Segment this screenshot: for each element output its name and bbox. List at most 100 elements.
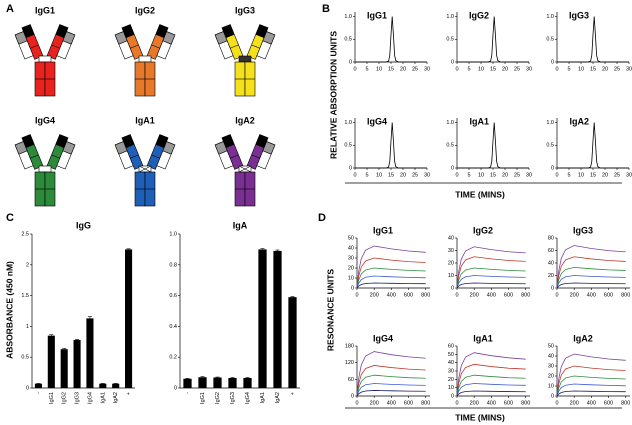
y-tick-label: 40	[448, 360, 454, 366]
x-tick-label: 600	[404, 292, 413, 298]
data-line	[356, 267, 426, 289]
x-tick-label: 25	[614, 66, 620, 72]
x-tick-label: 5	[365, 66, 368, 72]
light-chain-tip	[262, 31, 276, 45]
y-tick-label: 0	[551, 59, 554, 65]
data-line	[355, 16, 427, 63]
y-tick-label: 1.0	[344, 120, 352, 126]
data-line	[456, 282, 526, 289]
y-tick-label: 0	[451, 393, 454, 399]
x-tick-label: 600	[604, 400, 613, 406]
heavy-chain-tip	[21, 24, 35, 39]
light-chain-tip	[214, 141, 228, 155]
x-tick-label: 10	[478, 66, 484, 72]
heavy-chain-tip	[55, 134, 69, 149]
x-tick-label: 0	[353, 66, 356, 72]
x-tick-label: 10	[376, 172, 382, 178]
y-tick-label: 0	[551, 393, 554, 399]
x-tick-label: 0	[555, 400, 558, 406]
x-tick-label: 0	[455, 66, 458, 72]
data-line	[356, 351, 426, 397]
x-tick-label: 25	[412, 172, 418, 178]
panel-label: C	[6, 212, 14, 224]
hinge-cross	[138, 165, 152, 173]
y-tick-label: 10	[348, 275, 354, 281]
bar	[228, 377, 237, 388]
x-tick-label: 200	[570, 292, 579, 298]
bar	[198, 377, 207, 388]
y-tick-label: 0.4	[169, 324, 177, 330]
x-tick-label: 200	[370, 400, 379, 406]
y-tick-label: 0.5	[546, 143, 554, 149]
error-bar	[62, 347, 67, 350]
x-tick-label: 5	[467, 66, 470, 72]
bar	[60, 349, 68, 388]
light-chain-tip	[62, 141, 76, 155]
y-tick-label: 1	[26, 324, 29, 330]
x-tick-label: 20	[602, 66, 608, 72]
y-tick-label: 0	[551, 165, 554, 171]
heavy-chain-tip	[21, 134, 35, 149]
x-tick-label: 400	[387, 400, 396, 406]
y-tick-label: 10	[448, 273, 454, 279]
hinge	[38, 165, 52, 173]
y-tick-label: 0	[174, 385, 177, 391]
y-tick-label: 30	[448, 248, 454, 254]
data-line	[556, 266, 626, 289]
data-line	[356, 374, 426, 397]
antibody-arm	[146, 134, 176, 170]
y-tick-label: 0.6	[169, 293, 177, 299]
y-tick-label: 180	[345, 343, 354, 349]
error-bar	[87, 316, 92, 319]
y-tick-label: 1.0	[446, 14, 454, 20]
error-bar	[49, 334, 54, 336]
x-tick-label: 400	[587, 292, 596, 298]
x-tick-label: IgA1	[260, 392, 266, 403]
light-chain-tip	[162, 31, 176, 45]
x-tick-label: 30	[526, 66, 532, 72]
antibody-arm	[14, 24, 44, 60]
y-tick-label: 60	[548, 248, 554, 254]
data-line	[356, 365, 426, 397]
x-tick-label: 20	[400, 66, 406, 72]
x-tick-label: 400	[487, 292, 496, 298]
data-line	[557, 16, 629, 63]
x-tick-label: 0	[455, 400, 458, 406]
data-line	[456, 246, 526, 289]
y-tick-label: 40	[548, 353, 554, 359]
x-tick-label: 0	[355, 400, 358, 406]
data-line	[556, 245, 626, 289]
bar	[125, 249, 133, 388]
light-chain-tip	[14, 141, 28, 155]
hinge	[138, 55, 152, 63]
x-tick-label: 800	[421, 292, 430, 298]
data-line	[556, 282, 626, 289]
light-chain-tip	[14, 31, 28, 45]
y-tick-label: 0.5	[546, 37, 554, 43]
y-tick-label: 120	[345, 360, 354, 366]
x-tick-label: -	[185, 392, 191, 394]
x-tick-label: 30	[424, 172, 430, 178]
antibody-arm	[246, 24, 276, 60]
x-tick-label: 20	[602, 172, 608, 178]
data-line	[456, 256, 526, 289]
domain-line	[130, 154, 139, 159]
antibody-arm	[46, 134, 76, 170]
x-tick-label: 20	[502, 172, 508, 178]
bar	[288, 297, 297, 388]
chart-title: IgA1	[473, 333, 493, 343]
y-tick-label: 20	[448, 260, 454, 266]
y-tick-label: 0	[349, 165, 352, 171]
x-tick-label: 400	[487, 400, 496, 406]
x-tick-label: 0	[353, 172, 356, 178]
x-tick-label: 5	[567, 172, 570, 178]
bar	[47, 335, 55, 388]
x-tick-label: 15	[388, 66, 394, 72]
y-tick-label: 40	[448, 235, 454, 241]
data-line	[556, 375, 626, 397]
antibody-label: IgG4	[35, 115, 55, 125]
axis-label: TIME (MINS)	[455, 412, 505, 422]
chart-title: IgG4	[373, 333, 393, 343]
domain-line	[51, 154, 60, 159]
